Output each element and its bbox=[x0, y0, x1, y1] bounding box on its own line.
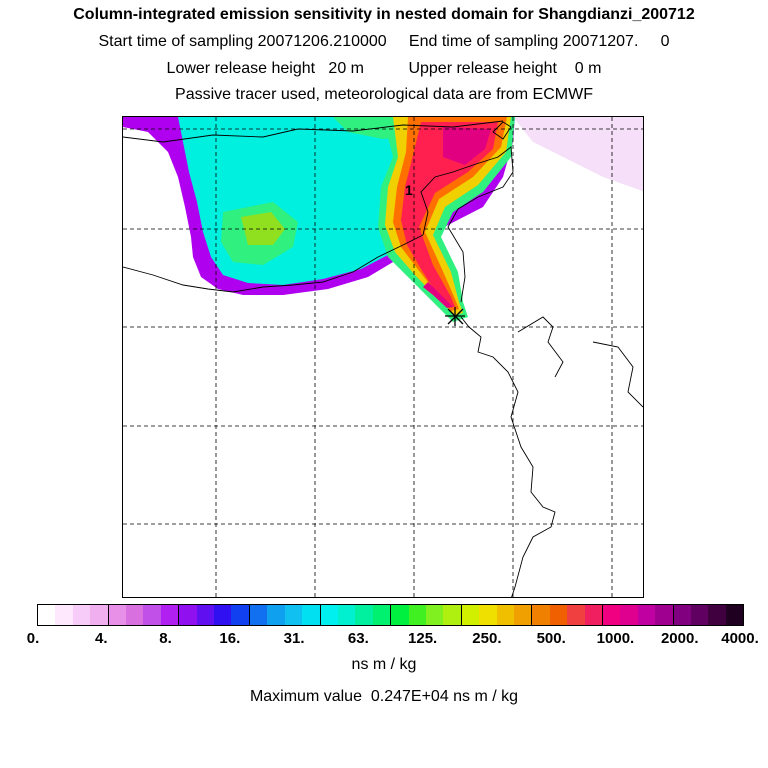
release-site-marker bbox=[445, 307, 465, 326]
color-scale-segment bbox=[708, 605, 726, 625]
color-scale-segment bbox=[691, 605, 709, 625]
maximum-value-label: Maximum value 0.247E+04 ns m / kg bbox=[249, 688, 519, 705]
color-scale-segment bbox=[391, 605, 409, 625]
color-scale-tick-label: 1000. bbox=[596, 630, 635, 647]
color-scale-tick-label: 125. bbox=[408, 630, 438, 647]
emission-sensitivity-map: 1 bbox=[122, 116, 644, 598]
map-canvas: 1 bbox=[123, 117, 643, 597]
color-scale-segment bbox=[725, 605, 744, 625]
color-scale-segment bbox=[496, 605, 514, 625]
color-scale-segment bbox=[372, 605, 392, 625]
color-scale-tick-label: 4. bbox=[95, 630, 108, 647]
color-scale-ticks: 0. 4. 8. 16. 31. 63. 125. 250. 500. 1000. 2000. 400… bbox=[0, 630, 768, 650]
trajectory-cluster-label: 1 bbox=[405, 182, 413, 198]
color-scale-segment bbox=[549, 605, 568, 625]
color-scale-tick-label: 8. bbox=[159, 630, 172, 647]
color-scale-tick-label: 31. bbox=[283, 630, 305, 647]
color-scale-segment bbox=[320, 605, 338, 625]
color-scale-segment bbox=[355, 605, 373, 625]
sampling-time-line: Start time of sampling 20071206.210000 E… bbox=[98, 33, 670, 50]
sensitivity-field-magenta bbox=[443, 127, 491, 165]
color-scale-segment bbox=[461, 605, 480, 625]
color-scale-tick-label: 4000. bbox=[721, 630, 759, 647]
sensitivity-field-lightpink bbox=[513, 117, 643, 192]
sensitivity-field-lime bbox=[241, 212, 285, 245]
color-scale-segment bbox=[567, 605, 585, 625]
color-scale-segment bbox=[479, 605, 497, 625]
coastlines-borders bbox=[123, 120, 643, 597]
color-scale-tick-label: 500. bbox=[536, 630, 566, 647]
color-scale-segment bbox=[443, 605, 462, 625]
color-scale-segment bbox=[55, 605, 73, 625]
color-scale-segment bbox=[179, 605, 197, 625]
color-scale-segment bbox=[90, 605, 109, 625]
color-scale-segment bbox=[673, 605, 692, 625]
color-scale-segment bbox=[603, 605, 621, 625]
sensitivity-field-magenta-2 bbox=[423, 282, 453, 308]
color-scale-tick-label: 0. bbox=[26, 630, 40, 647]
color-scale-segment bbox=[72, 605, 91, 625]
color-scale-segment bbox=[425, 605, 444, 625]
color-scale-bar bbox=[37, 604, 744, 626]
color-scale-segment bbox=[249, 605, 268, 625]
color-scale-segment bbox=[620, 605, 638, 625]
color-scale-segment bbox=[584, 605, 603, 625]
plot-title: Column-integrated emission sensitivity i… bbox=[73, 6, 695, 23]
color-scale-segment bbox=[408, 605, 426, 625]
color-scale-segment bbox=[337, 605, 356, 625]
color-scale-segment bbox=[267, 605, 285, 625]
color-scale-tick-label: 63. bbox=[347, 630, 369, 647]
color-scale-segment bbox=[655, 605, 674, 625]
color-scale-segment bbox=[532, 605, 550, 625]
tracer-info-line: Passive tracer used, meteorological data… bbox=[175, 86, 593, 103]
sensitivity-field-red bbox=[401, 122, 498, 307]
color-scale-tick-label: 250. bbox=[472, 630, 502, 647]
color-scale-segment bbox=[38, 605, 56, 625]
color-scale-segment bbox=[108, 605, 127, 625]
color-scale-segment bbox=[143, 605, 161, 625]
color-scale-units: ns m / kg bbox=[351, 656, 417, 673]
release-height-line: Lower release height 20 m Upper release … bbox=[166, 60, 602, 77]
color-scale-segment bbox=[196, 605, 215, 625]
color-scale-tick-label: 2000. bbox=[660, 630, 699, 647]
color-scale-segment bbox=[126, 605, 144, 625]
color-scale-segment bbox=[302, 605, 321, 625]
color-scale-segment bbox=[284, 605, 303, 625]
color-scale-segment bbox=[637, 605, 656, 625]
color-scale-segment bbox=[160, 605, 180, 625]
color-scale-tick-label: 16. bbox=[219, 630, 241, 647]
color-scale-segment bbox=[513, 605, 533, 625]
lat-lon-grid bbox=[123, 117, 643, 597]
color-scale-segment bbox=[214, 605, 232, 625]
color-scale-segment bbox=[231, 605, 250, 625]
